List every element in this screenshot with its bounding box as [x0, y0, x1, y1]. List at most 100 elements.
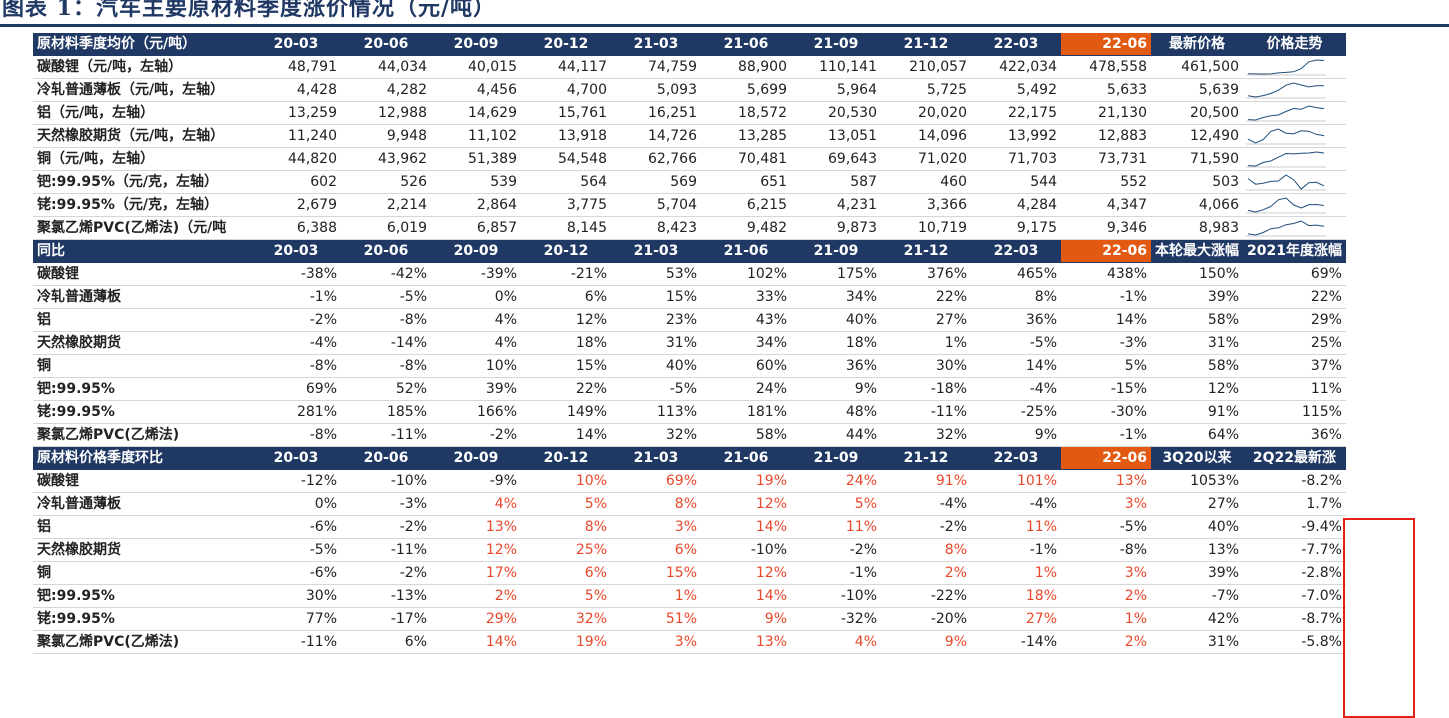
row-label: 碳酸锂 [33, 262, 251, 286]
table-row: 天然橡胶期货（元/吨，左轴） 11,240 9,948 11,102 13,918 14,… [33, 124, 1346, 148]
data-cell: 4,347 [1061, 193, 1151, 217]
data-cell: -22% [881, 584, 971, 608]
trend-sparkline [1246, 59, 1326, 76]
quarter-header: 21-12 [881, 33, 971, 56]
data-cell: 13% [701, 630, 791, 654]
data-cell: 1% [1061, 607, 1151, 631]
data-cell: 9,948 [341, 124, 431, 148]
data-cell: 15% [611, 285, 701, 309]
row-label: 冷轧普通薄板 [33, 492, 251, 516]
extra-cell: 64% [1151, 423, 1243, 447]
extra-cell: 31% [1151, 630, 1243, 654]
data-cell: 91% [881, 469, 971, 493]
extra-cell: 12,490 [1151, 124, 1243, 148]
data-cell: -8% [341, 354, 431, 378]
data-cell: 9% [701, 607, 791, 631]
section-title: 原材料价格季度环比 [33, 446, 251, 470]
data-cell: -1% [1061, 423, 1151, 447]
data-cell: 0% [251, 492, 341, 516]
data-cell: 4,231 [791, 193, 881, 217]
quarter-header: 22-06 [1061, 446, 1151, 470]
data-cell: 8% [881, 538, 971, 562]
row-label: 钯:99.95% [33, 377, 251, 401]
extra-cell: 37% [1243, 354, 1346, 378]
data-cell: -1% [1061, 285, 1151, 309]
data-cell: 18% [521, 331, 611, 355]
row-label: 天然橡胶期货（元/吨，左轴） [33, 124, 251, 148]
data-cell: 18,572 [701, 101, 791, 125]
data-cell: -3% [341, 492, 431, 516]
data-cell: 4% [431, 492, 521, 516]
row-label: 铑:99.95% [33, 607, 251, 631]
trend-cell [1243, 147, 1346, 171]
quarter-header: 20-09 [431, 446, 521, 470]
data-cell: 71,020 [881, 147, 971, 171]
data-cell: 9,873 [791, 216, 881, 240]
data-cell: -25% [971, 400, 1061, 424]
data-cell: 14% [1061, 308, 1151, 332]
quarter-header: 21-09 [791, 33, 881, 56]
extra-cell: -5.8% [1243, 630, 1346, 654]
data-cell: -15% [1061, 377, 1151, 401]
data-cell: 569 [611, 170, 701, 194]
data-cell: 181% [701, 400, 791, 424]
data-cell: 2% [881, 561, 971, 585]
extra-header: 3Q20以来 [1151, 446, 1243, 470]
data-cell: 32% [521, 607, 611, 631]
quarter-header: 22-03 [971, 446, 1061, 470]
data-cell: 2,864 [431, 193, 521, 217]
data-cell: 8% [611, 492, 701, 516]
extra-cell: 58% [1151, 354, 1243, 378]
data-cell: -10% [341, 469, 431, 493]
data-cell: 54,548 [521, 147, 611, 171]
row-label: 铝 [33, 308, 251, 332]
data-cell: 11,240 [251, 124, 341, 148]
data-cell: 4,700 [521, 78, 611, 102]
data-cell: 36% [971, 308, 1061, 332]
row-label: 聚氯乙烯PVC(乙烯法)（元/吨 [33, 216, 251, 240]
quarter-header: 21-03 [611, 446, 701, 470]
trend-cell [1243, 78, 1346, 102]
table-row: 聚氯乙烯PVC(乙烯法)（元/吨 6,388 6,019 6,857 8,145 8,42… [33, 216, 1346, 240]
data-cell: -1% [791, 561, 881, 585]
table-row: 冷轧普通薄板 0% -3% 4% 5% 8% 12% 5% -4% -4% 3% 27% 1.7% [33, 492, 1346, 516]
quarter-header: 21-03 [611, 33, 701, 56]
extra-cell: 29% [1243, 308, 1346, 332]
data-cell: 1% [611, 584, 701, 608]
data-cell: -8% [251, 354, 341, 378]
table-row: 碳酸锂 -12% -10% -9% 10% 69% 19% 24% 91% 101% 13% 1053… [33, 469, 1346, 493]
data-cell: 51,389 [431, 147, 521, 171]
data-cell: 25% [521, 538, 611, 562]
data-cell: -5% [341, 285, 431, 309]
trend-sparkline [1246, 220, 1326, 237]
extra-header: 最新价格 [1151, 33, 1243, 56]
data-cell: 2% [1061, 584, 1151, 608]
data-cell: -4% [881, 492, 971, 516]
data-cell: 14,096 [881, 124, 971, 148]
data-cell: -2% [341, 515, 431, 539]
extra-cell: 25% [1243, 331, 1346, 355]
data-cell: 281% [251, 400, 341, 424]
extra-cell: 1.7% [1243, 492, 1346, 516]
table-row: 铜 -6% -2% 17% 6% 15% 12% -1% 2% 1% 3% 39% -2.8% [33, 561, 1346, 585]
data-cell: 526 [341, 170, 431, 194]
trend-cell [1243, 170, 1346, 194]
data-cell: 88,900 [701, 55, 791, 79]
trend-sparkline [1246, 174, 1326, 191]
data-cell: -11% [251, 630, 341, 654]
data-cell: -5% [611, 377, 701, 401]
data-cell: 5% [521, 584, 611, 608]
data-cell: 14% [431, 630, 521, 654]
data-cell: 4,428 [251, 78, 341, 102]
data-cell: 210,057 [881, 55, 971, 79]
data-cell: -14% [341, 331, 431, 355]
data-cell: 5,093 [611, 78, 701, 102]
data-cell: 13% [431, 515, 521, 539]
data-cell: -17% [341, 607, 431, 631]
data-cell: 53% [611, 262, 701, 286]
data-cell: -39% [431, 262, 521, 286]
data-cell: 587 [791, 170, 881, 194]
data-cell: -2% [791, 538, 881, 562]
quarter-header: 21-12 [881, 446, 971, 470]
data-cell: 33% [701, 285, 791, 309]
